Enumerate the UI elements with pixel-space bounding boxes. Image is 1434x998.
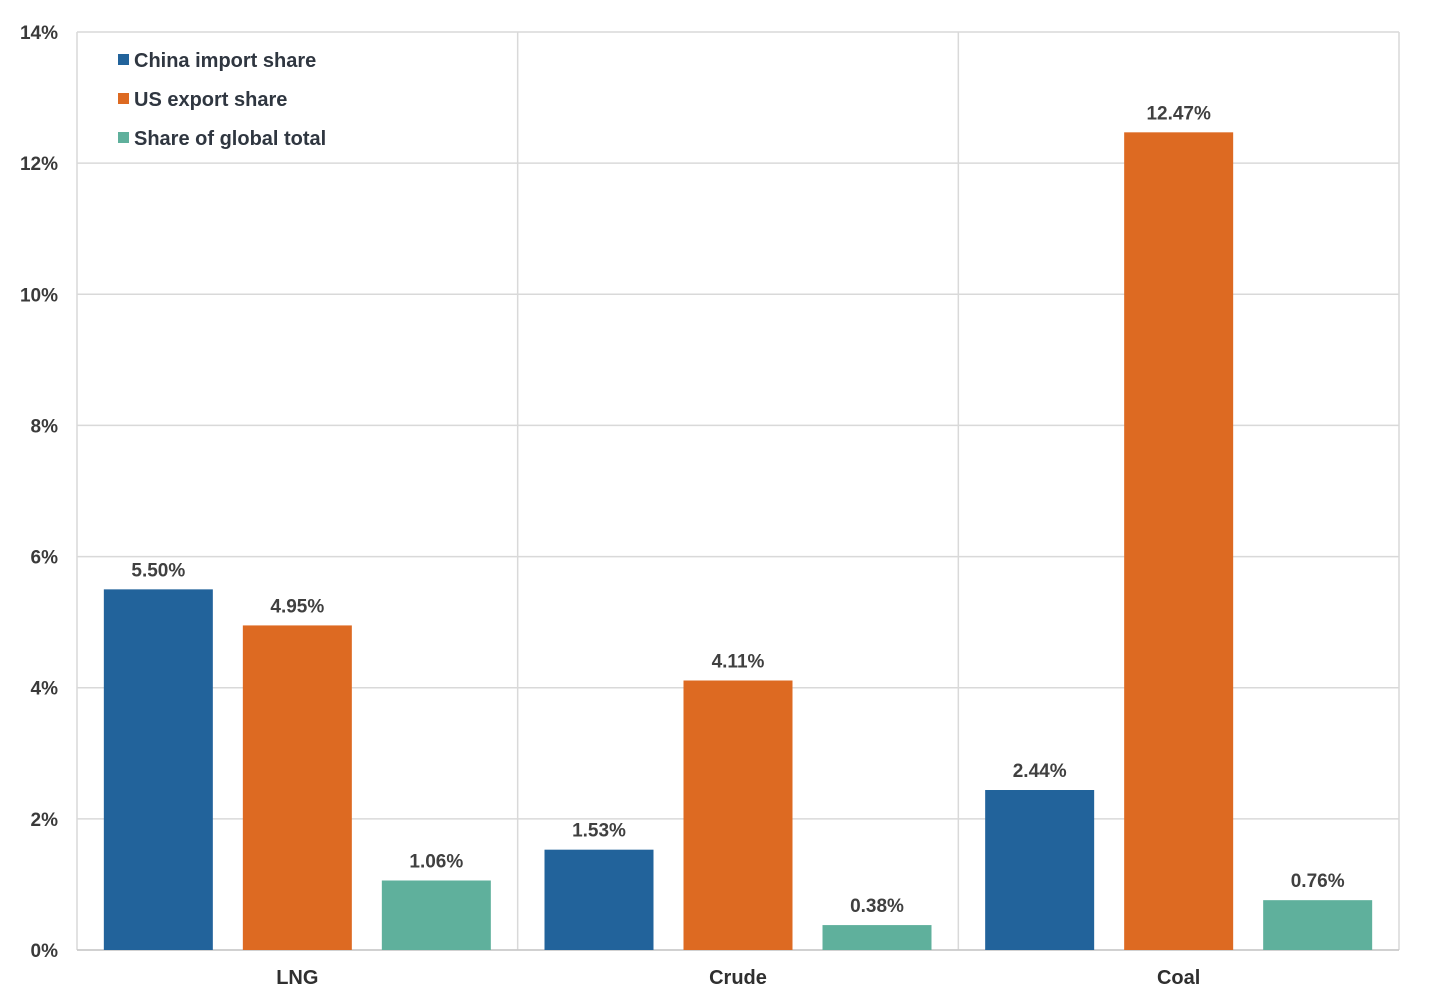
y-tick-label: 2% — [31, 810, 59, 831]
data-label: 1.06% — [409, 851, 463, 872]
data-label: 12.47% — [1146, 103, 1211, 124]
legend-label: Share of global total — [134, 128, 326, 150]
y-tick-label: 4% — [31, 679, 59, 700]
bar — [544, 849, 654, 950]
bar — [1124, 132, 1234, 950]
data-labels: 5.50% 4.95% 1.06% 1.53% 4.11% 0.38% 2.44% 12.47… — [131, 103, 1344, 917]
data-label: 0.38% — [850, 896, 904, 917]
data-label: 4.11% — [712, 652, 765, 673]
legend-label: China import share — [134, 50, 316, 72]
bar — [103, 589, 213, 950]
y-tick-label: 14% — [20, 23, 58, 44]
bar — [381, 880, 491, 950]
x-tick-label: Coal — [1157, 967, 1200, 989]
y-tick-label: 12% — [20, 154, 58, 175]
legend-swatch — [118, 54, 129, 65]
bar — [683, 680, 793, 950]
y-tick-label: 8% — [31, 416, 59, 437]
y-tick-label: 0% — [31, 941, 59, 962]
x-tick-label: Crude — [709, 967, 767, 989]
legend-swatch — [118, 132, 129, 143]
legend-label: US export share — [134, 89, 287, 111]
bars — [103, 132, 1373, 950]
y-tick-label: 6% — [31, 548, 59, 569]
y-axis-ticks: 0% 2% 4% 6% 8% 10% 12% 14% — [20, 23, 58, 962]
legend-swatch — [118, 93, 129, 104]
x-axis-labels: LNG Crude Coal — [276, 967, 1200, 989]
bar — [1263, 900, 1373, 950]
legend: China import share US export share Share o… — [118, 50, 326, 150]
data-label: 2.44% — [1013, 761, 1067, 782]
x-tick-label: LNG — [276, 967, 318, 989]
data-label: 5.50% — [131, 560, 185, 581]
bar — [822, 925, 932, 950]
data-label: 4.95% — [270, 596, 324, 617]
bar — [242, 625, 352, 950]
bar — [985, 790, 1095, 950]
y-tick-label: 10% — [20, 285, 58, 306]
data-label: 1.53% — [572, 821, 626, 842]
data-label: 0.76% — [1291, 871, 1345, 892]
